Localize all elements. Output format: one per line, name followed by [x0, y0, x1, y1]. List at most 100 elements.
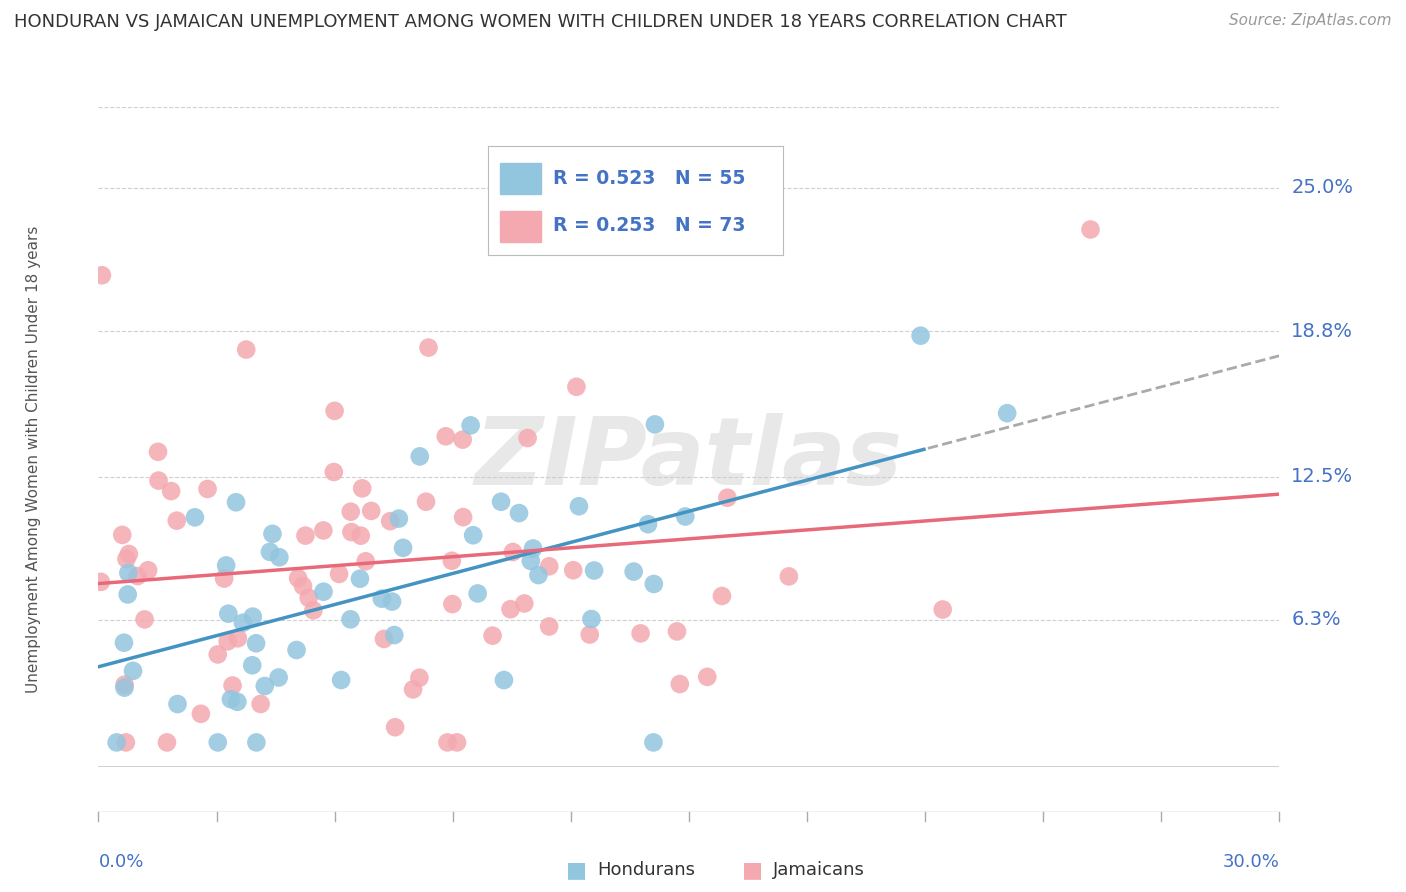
Point: [481, 629, 503, 643]
Point: [373, 632, 395, 646]
Point: [242, 609, 264, 624]
Point: [538, 559, 561, 574]
Point: [267, 671, 290, 685]
Point: [673, 509, 696, 524]
Point: [312, 584, 335, 599]
Point: [302, 603, 325, 617]
Point: [148, 474, 170, 488]
Point: [226, 632, 249, 646]
Text: 6.3%: 6.3%: [1291, 610, 1341, 630]
Point: [269, 550, 291, 565]
Point: [115, 735, 138, 749]
Point: [235, 343, 257, 357]
Point: [249, 697, 271, 711]
Point: [166, 697, 188, 711]
Point: [215, 558, 238, 573]
Point: [259, 545, 281, 559]
Point: [380, 514, 402, 528]
Point: [630, 626, 652, 640]
Point: [190, 706, 212, 721]
Bar: [501, 211, 541, 242]
Point: [294, 528, 316, 542]
Point: [668, 677, 690, 691]
Point: [111, 528, 134, 542]
Point: [360, 504, 382, 518]
Text: R = 0.253   N = 73: R = 0.253 N = 73: [553, 216, 745, 235]
Point: [146, 445, 169, 459]
Point: [995, 406, 1018, 420]
Point: [418, 341, 440, 355]
Point: [112, 635, 135, 649]
Point: [381, 594, 404, 608]
Text: Source: ZipAtlas.com: Source: ZipAtlas.com: [1229, 13, 1392, 29]
Point: [562, 563, 585, 577]
Bar: [501, 163, 541, 194]
Point: [392, 541, 415, 555]
Point: [520, 554, 543, 568]
Point: [245, 636, 267, 650]
Point: [221, 679, 243, 693]
Point: [1080, 222, 1102, 236]
Point: [134, 612, 156, 626]
Text: Hondurans: Hondurans: [598, 861, 696, 879]
Point: [658, 220, 681, 235]
Point: [322, 465, 344, 479]
Point: [388, 511, 411, 525]
Point: [451, 433, 474, 447]
Point: [298, 591, 321, 605]
Text: Unemployment Among Women with Children Under 18 years: Unemployment Among Women with Children U…: [25, 226, 41, 693]
Point: [352, 481, 374, 495]
Text: ■: ■: [567, 860, 586, 880]
Point: [643, 577, 665, 591]
Point: [508, 506, 530, 520]
Text: Jamaicans: Jamaicans: [773, 861, 865, 879]
Point: [451, 510, 474, 524]
Point: [207, 735, 229, 749]
Point: [516, 431, 538, 445]
Point: [489, 495, 512, 509]
Point: [127, 569, 149, 583]
Point: [156, 735, 179, 749]
Point: [240, 658, 263, 673]
Point: [623, 565, 645, 579]
Point: [339, 612, 361, 626]
Point: [409, 450, 432, 464]
Point: [578, 627, 600, 641]
Point: [637, 517, 659, 532]
Point: [710, 589, 733, 603]
Point: [285, 643, 308, 657]
Point: [245, 735, 267, 749]
Point: [166, 514, 188, 528]
Point: [467, 586, 489, 600]
Point: [716, 491, 738, 505]
Point: [415, 494, 437, 508]
Point: [643, 735, 665, 749]
Point: [644, 417, 666, 432]
Point: [122, 664, 145, 678]
Point: [114, 678, 136, 692]
Point: [402, 682, 425, 697]
Text: ZIPatlas: ZIPatlas: [475, 413, 903, 506]
Point: [197, 482, 219, 496]
Point: [217, 634, 239, 648]
Point: [253, 679, 276, 693]
Point: [136, 563, 159, 577]
Point: [408, 671, 430, 685]
Point: [440, 554, 463, 568]
Point: [583, 564, 606, 578]
Point: [339, 505, 361, 519]
Point: [212, 572, 235, 586]
Point: [696, 670, 718, 684]
Point: [527, 568, 550, 582]
Point: [207, 648, 229, 662]
Point: [225, 495, 247, 509]
Point: [371, 591, 394, 606]
Point: [349, 572, 371, 586]
Point: [434, 429, 457, 443]
Point: [232, 615, 254, 630]
Point: [446, 735, 468, 749]
Text: 25.0%: 25.0%: [1291, 178, 1353, 197]
Point: [226, 695, 249, 709]
Point: [292, 579, 315, 593]
Point: [568, 500, 591, 514]
